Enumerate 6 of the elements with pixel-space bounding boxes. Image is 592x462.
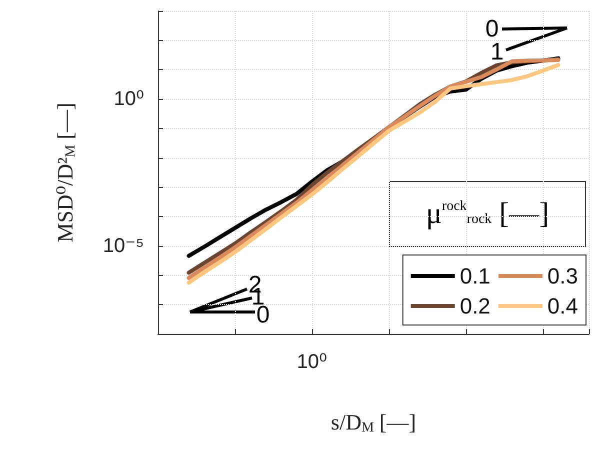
y-tick-label: 10⁻⁵ bbox=[102, 234, 144, 257]
legend-label: 0.4 bbox=[547, 294, 578, 318]
legend-label: 0.1 bbox=[460, 264, 490, 288]
legend-label: 0.3 bbox=[547, 264, 578, 288]
y-axis-title: MSD⁰/D²M [—] bbox=[52, 102, 78, 242]
legend-label: 0.2 bbox=[460, 294, 490, 318]
